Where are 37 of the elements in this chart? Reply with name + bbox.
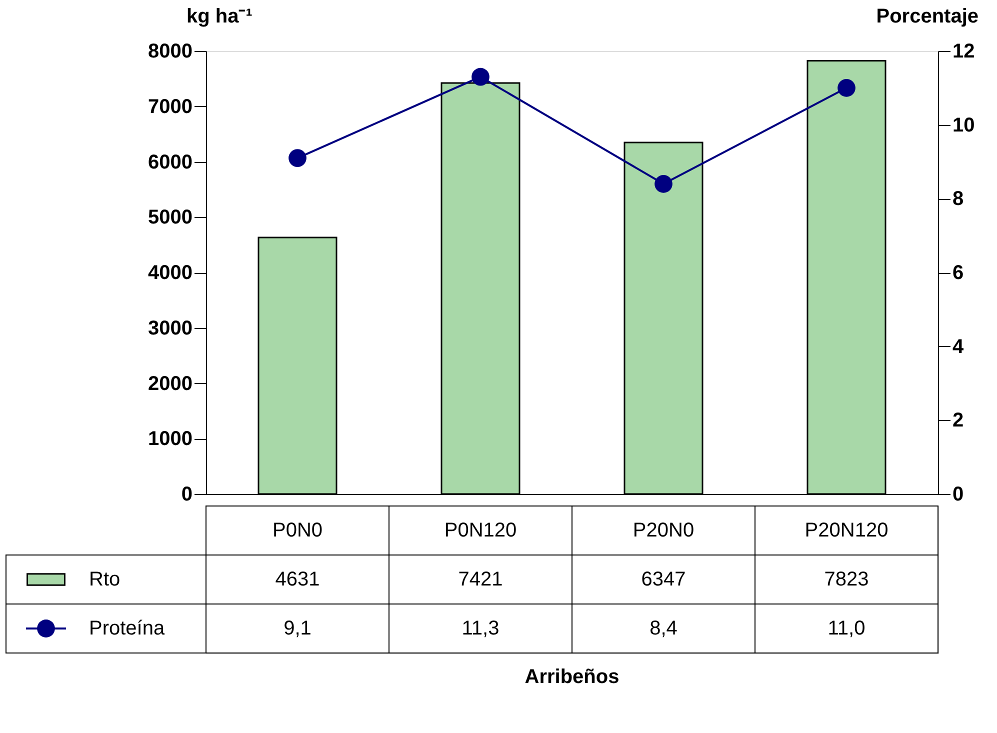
y2-tick-label: 2 xyxy=(952,410,964,432)
x-tick-label: P20N0 xyxy=(632,520,694,542)
y-tick-label: 2000 xyxy=(148,372,192,395)
y2-tick-label: 10 xyxy=(952,114,975,136)
y-tick-label: 0 xyxy=(181,484,192,506)
data-label: 7823 xyxy=(824,568,869,590)
data-label: 8,4 xyxy=(650,618,678,640)
point xyxy=(838,78,856,97)
y2-tick-label: 0 xyxy=(952,484,964,506)
point xyxy=(654,174,672,193)
y2-tick-label: 4 xyxy=(952,336,964,358)
y-tick-label: 8000 xyxy=(148,40,192,62)
x-tick-label: P0N0 xyxy=(272,520,323,542)
y-tick-label: 4000 xyxy=(148,262,192,284)
point xyxy=(288,149,306,167)
y2-tick-label: 12 xyxy=(952,40,975,62)
y-axis-title: kg ha⁻¹ xyxy=(186,6,253,28)
data-label: 11,0 xyxy=(828,618,866,640)
data-label: 11,3 xyxy=(462,618,500,640)
y-tick-label: 6000 xyxy=(148,151,192,174)
x-tick-label: P20N120 xyxy=(804,520,888,542)
y-tick-label: 3000 xyxy=(148,317,192,340)
y2-axis-title: Porcentaje xyxy=(876,6,978,28)
data-label: 4631 xyxy=(275,568,320,590)
text: Arribeños xyxy=(524,666,620,688)
y-tick-label: 1000 xyxy=(148,428,192,450)
y-tick-label: 5000 xyxy=(148,206,192,229)
data-label: 6347 xyxy=(641,568,686,590)
legend-label: Proteína xyxy=(89,618,166,640)
point xyxy=(472,68,490,86)
legend-label: Rto xyxy=(89,568,120,590)
x-tick-label: P0N120 xyxy=(444,520,517,542)
data-label: 9,1 xyxy=(284,618,312,640)
data-label: 7421 xyxy=(458,568,503,590)
y-tick-label: 7000 xyxy=(148,96,192,118)
y2-tick-label: 8 xyxy=(952,188,964,210)
y2-tick-label: 6 xyxy=(952,262,964,284)
